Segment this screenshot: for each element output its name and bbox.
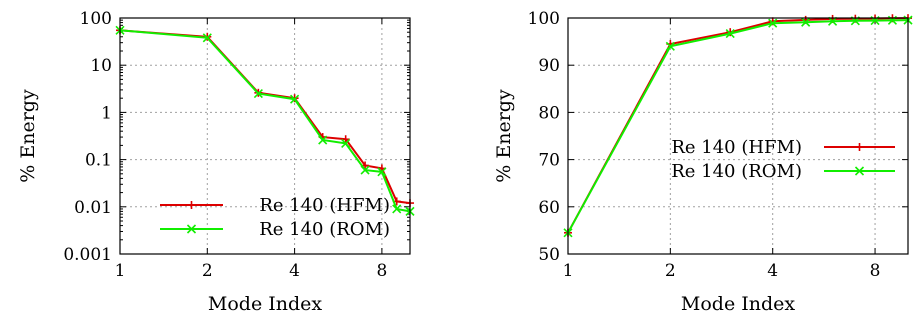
- y-tick-label: 0.1: [85, 151, 112, 171]
- x-axis-label: Mode Index: [681, 293, 795, 315]
- chart-1: 1 2 4 8 0.001 0.01 0.1 1 10 100 Mode Index % Energy…: [17, 9, 414, 315]
- series-line: [120, 30, 410, 203]
- x-tick-label: 8: [870, 261, 881, 281]
- series-line: [568, 20, 908, 233]
- legend-label: Re 140 (HFM): [259, 195, 390, 216]
- y-tick-label: 50: [538, 245, 560, 265]
- x-tick-label: 1: [115, 261, 126, 281]
- y-tick-label: 100: [528, 9, 560, 29]
- series-line: [568, 18, 908, 233]
- y-tick-label: 80: [538, 103, 560, 123]
- x-tick-label: 2: [665, 261, 676, 281]
- y-axis-label: % Energy: [17, 89, 39, 183]
- x-tick-label: 4: [289, 261, 300, 281]
- x-tick-label: 8: [376, 261, 387, 281]
- y-tick-label: 1: [101, 103, 112, 123]
- y-tick-label: 10: [90, 56, 112, 76]
- y-tick-label: 0.001: [63, 245, 112, 265]
- legend-label: Re 140 (HFM): [671, 137, 802, 158]
- plot-frame: [568, 18, 908, 254]
- y-tick-label: 90: [538, 56, 560, 76]
- y-tick-label: 60: [538, 198, 560, 218]
- legend-marker: [856, 143, 864, 151]
- legend-marker: [188, 201, 196, 209]
- x-axis-label: Mode Index: [208, 293, 322, 315]
- legend-label: Re 140 (ROM): [259, 219, 390, 240]
- x-tick-label: 1: [563, 261, 574, 281]
- series-line: [120, 30, 410, 211]
- chart-2: 1 2 4 8 50 60 70 80 90 100 Mode Index % Energy Re 14…: [493, 9, 912, 315]
- legend-label: Re 140 (ROM): [671, 161, 802, 182]
- x-tick-label: 2: [202, 261, 213, 281]
- y-tick-label: 70: [538, 151, 560, 171]
- x-tick-label: 4: [767, 261, 778, 281]
- y-tick-label: 100: [80, 9, 112, 29]
- y-tick-label: 0.01: [74, 198, 112, 218]
- y-axis-label: % Energy: [493, 89, 515, 183]
